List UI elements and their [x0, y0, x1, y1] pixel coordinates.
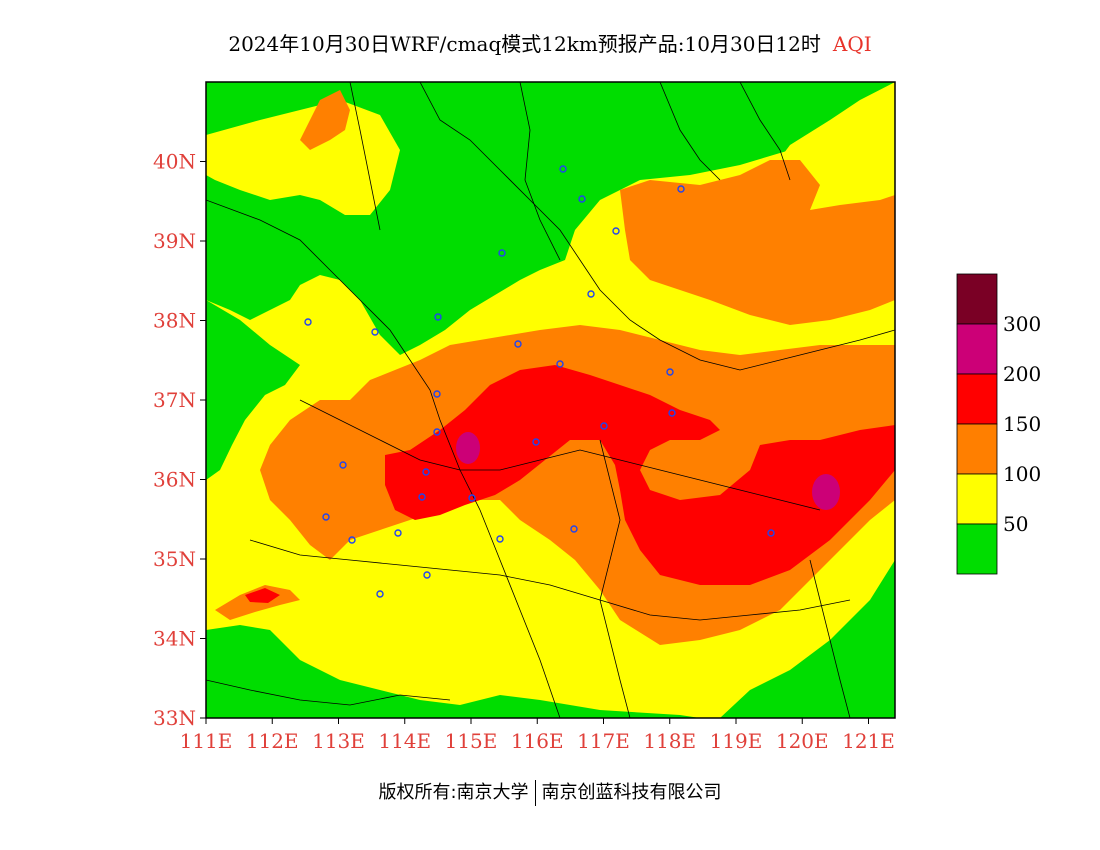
map-title: 2024年10月30日WRF/cmaq模式12km预报产品:10月30日12时 A…	[0, 28, 1100, 57]
lon-tick-label: 112E	[246, 729, 299, 753]
legend-threshold-label: 150	[1003, 412, 1041, 436]
city-marker	[423, 571, 431, 579]
city-marker	[433, 428, 441, 436]
city-marker	[612, 227, 620, 235]
city-marker	[570, 525, 578, 533]
city-marker	[304, 318, 312, 326]
city-marker	[587, 290, 595, 298]
orange-zone-northeast	[620, 160, 895, 325]
legend-threshold-label: 300	[1003, 312, 1041, 336]
yellow-zone-northeast	[775, 82, 895, 180]
lon-tick-label: 111E	[180, 729, 233, 753]
legend-swatch	[956, 523, 998, 575]
legend-swatch	[956, 323, 998, 375]
legend-threshold-label: 200	[1003, 362, 1041, 386]
lon-tick-label: 119E	[710, 729, 763, 753]
red-zone-small-west	[245, 588, 280, 603]
legend-threshold-label: 50	[1003, 512, 1028, 536]
lon-tick-label: 115E	[445, 729, 498, 753]
longitude-axis: 111E 112E 113E 114E 115E 116E 117E 118E 119E 120E…	[180, 718, 895, 753]
green-zone-southeast	[720, 560, 895, 718]
legend-threshold-label: 100	[1003, 462, 1041, 486]
purple-spot-west	[456, 432, 480, 464]
copyright-right: 南京创蓝科技有限公司	[541, 782, 722, 803]
lat-tick-label: 33N	[153, 706, 196, 730]
title-product: AQI	[832, 32, 872, 56]
city-marker	[422, 468, 430, 476]
legend-swatch	[956, 273, 998, 325]
lon-tick-label: 120E	[776, 729, 829, 753]
lat-tick-label: 38N	[153, 309, 196, 333]
lon-tick-label: 118E	[643, 729, 696, 753]
green-zone-west	[206, 300, 300, 480]
city-marker	[418, 493, 426, 501]
city-marker	[666, 368, 674, 376]
aqi-fill-layer	[206, 82, 895, 718]
city-marker	[322, 513, 330, 521]
title-main: 2024年10月30日WRF/cmaq模式12km预报产品:10月30日12时	[228, 32, 821, 56]
city-marker	[496, 535, 504, 543]
lat-tick-label: 35N	[153, 547, 196, 571]
city-marker	[434, 313, 442, 321]
lon-tick-label: 116E	[511, 729, 564, 753]
city-marker	[767, 529, 775, 537]
city-markers	[304, 165, 775, 598]
copyright-left: 版权所有:南京大学	[378, 782, 529, 803]
lat-tick-label: 34N	[153, 627, 196, 651]
city-marker	[559, 165, 567, 173]
city-marker	[514, 340, 522, 348]
city-marker	[578, 195, 586, 203]
red-zone-main	[385, 365, 895, 585]
yellow-zone-northwest	[206, 100, 400, 215]
aqi-legend: 300 200 150 100 50	[956, 273, 1041, 575]
lat-tick-label: 37N	[153, 388, 196, 412]
city-marker	[468, 494, 476, 502]
orange-zone-southwest-small	[215, 585, 300, 620]
lat-tick-label: 39N	[153, 229, 196, 253]
legend-swatch	[956, 373, 998, 425]
lon-tick-label: 114E	[378, 729, 431, 753]
legend-swatch	[956, 473, 998, 525]
lat-tick-label: 36N	[153, 468, 196, 492]
city-marker	[677, 185, 685, 193]
purple-spot-east	[812, 474, 840, 510]
city-marker	[600, 422, 608, 430]
city-marker	[376, 590, 384, 598]
city-marker	[394, 529, 402, 537]
copyright-footer: 版权所有:南京大学 南京创蓝科技有限公司	[0, 778, 1100, 806]
latitude-axis: 40N 39N 38N 37N 36N 35N 34N 33N	[153, 150, 206, 730]
lat-tick-label: 40N	[153, 150, 196, 174]
city-marker	[498, 249, 506, 257]
green-zone-southwest	[206, 625, 700, 718]
city-marker	[339, 461, 347, 469]
city-marker	[371, 328, 379, 336]
city-marker	[433, 390, 441, 398]
lon-tick-label: 121E	[842, 729, 895, 753]
city-marker	[668, 409, 676, 417]
city-marker	[556, 360, 564, 368]
footer-separator	[534, 780, 536, 806]
legend-swatch	[956, 423, 998, 475]
city-marker	[532, 438, 540, 446]
lon-tick-label: 113E	[312, 729, 365, 753]
city-marker	[348, 536, 356, 544]
orange-zone-northwest	[300, 90, 350, 150]
lon-tick-label: 117E	[577, 729, 630, 753]
admin-boundaries	[206, 82, 895, 718]
